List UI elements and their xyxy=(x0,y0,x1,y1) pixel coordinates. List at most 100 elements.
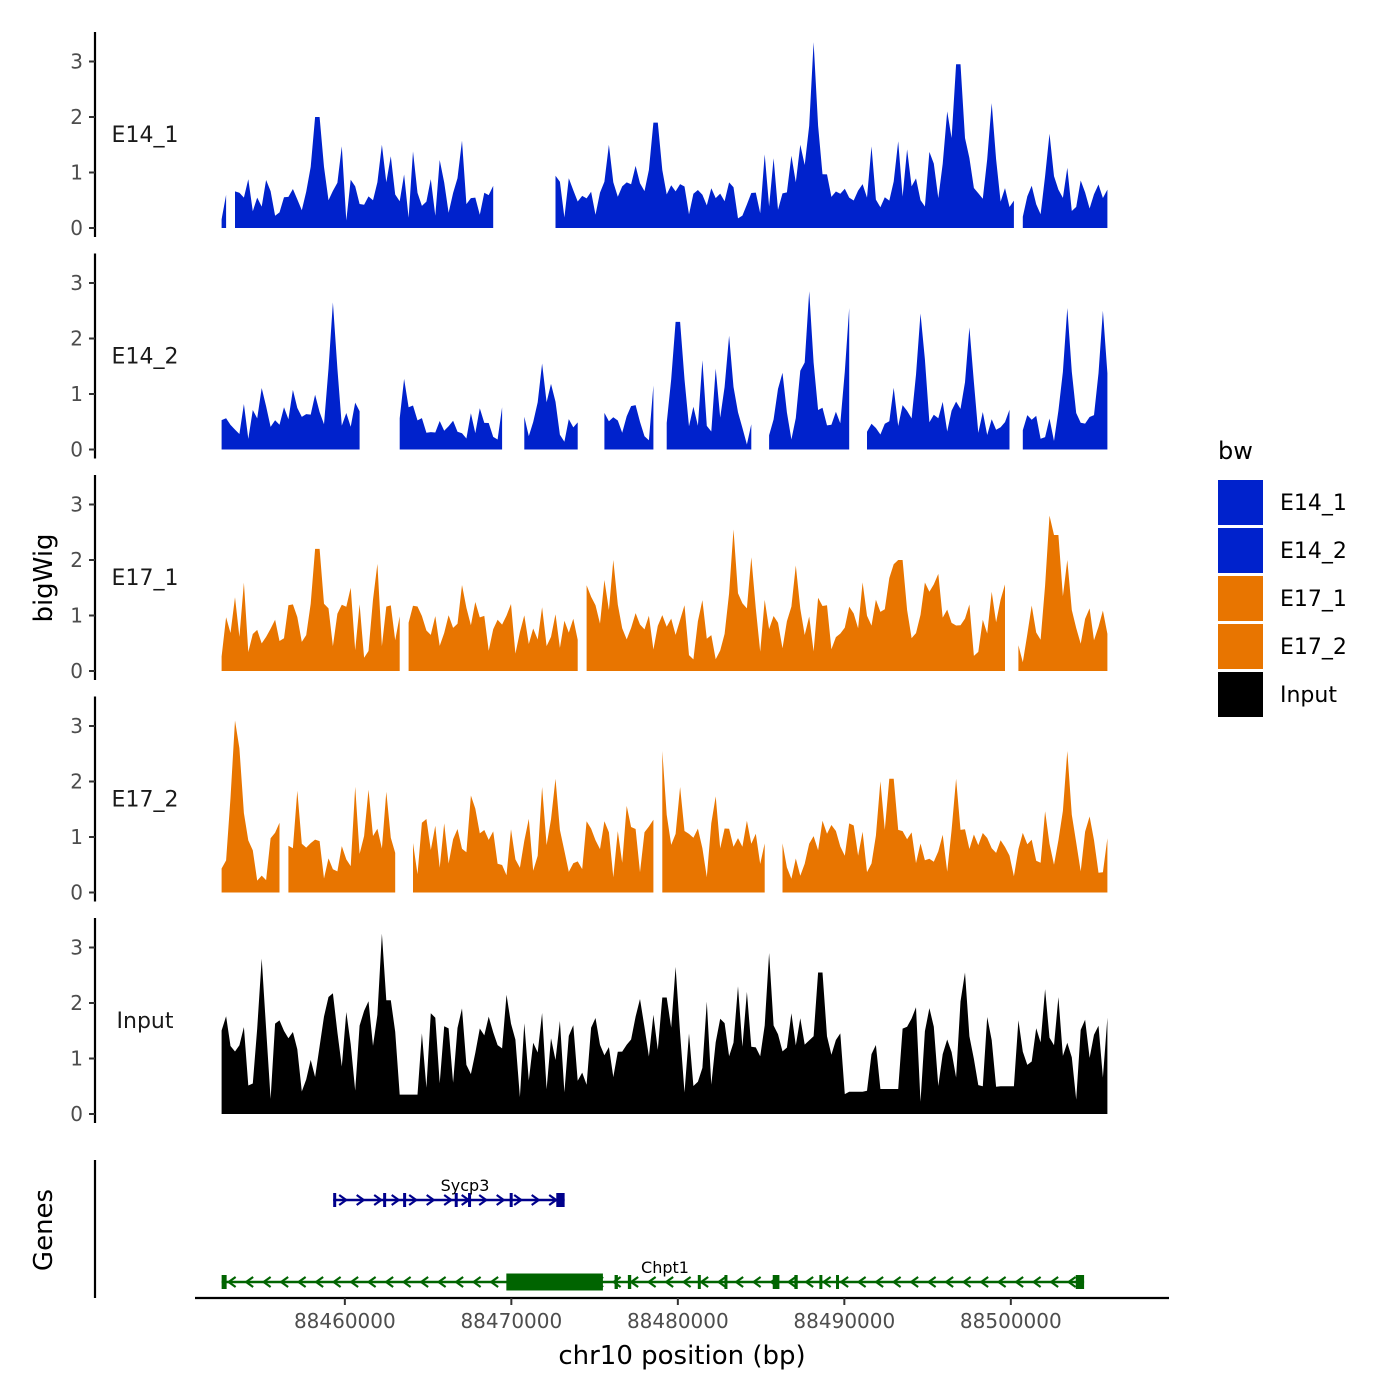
strand-arrow-icon xyxy=(261,1276,272,1288)
strand-arrow-icon xyxy=(664,1276,674,1288)
strand-arrow-icon xyxy=(314,1276,324,1288)
coverage-area-e14-1 xyxy=(221,194,227,228)
y-tick-label: 1 xyxy=(70,161,83,185)
coverage-area-e14-2 xyxy=(666,321,752,450)
strand-arrow-icon xyxy=(513,1194,524,1206)
strand-arrow-icon xyxy=(926,1276,937,1288)
strand-arrow-icon xyxy=(426,1194,436,1206)
strand-arrow-icon xyxy=(349,1276,359,1288)
gene-exon xyxy=(836,1275,840,1289)
x-tick-label: 88470000 xyxy=(460,1309,562,1333)
coverage-area-e17-1 xyxy=(586,529,1005,671)
legend-label: E14_1 xyxy=(1280,491,1347,516)
legend-swatch xyxy=(1218,576,1263,621)
coverage-area-e14-1 xyxy=(235,117,494,228)
gene-exon xyxy=(697,1275,701,1289)
legend-label: E14_2 xyxy=(1280,539,1347,564)
y-tick-label: 0 xyxy=(70,659,83,683)
gene-exon xyxy=(333,1193,337,1207)
strand-arrow-icon xyxy=(1066,1276,1077,1288)
x-tick-label: 88460000 xyxy=(294,1309,396,1333)
strand-arrow-icon xyxy=(874,1276,884,1288)
y-axis-title: bigWig xyxy=(29,533,59,622)
x-axis-title: chr10 position (bp) xyxy=(558,1341,805,1371)
strand-arrow-icon xyxy=(786,1276,797,1288)
gene-exon xyxy=(556,1193,565,1207)
strand-arrow-icon xyxy=(478,1194,489,1206)
y-tick-label: 3 xyxy=(70,50,83,74)
strand-arrow-icon xyxy=(443,1194,454,1206)
coverage-area-e14-2 xyxy=(604,385,654,450)
strand-arrow-icon xyxy=(699,1276,709,1288)
gene-track: Sycp3 Chpt1 xyxy=(93,1160,1085,1298)
y-tick-label: 1 xyxy=(70,382,83,406)
strand-arrow-icon xyxy=(338,1194,349,1206)
strand-arrow-icon xyxy=(454,1276,464,1288)
strand-arrow-icon xyxy=(419,1276,429,1288)
coverage-area-e14-2 xyxy=(524,363,578,450)
strand-arrow-icon xyxy=(1049,1276,1059,1288)
strand-arrow-icon xyxy=(996,1276,1007,1288)
y-tick-label: 3 xyxy=(70,493,83,517)
track-label: E14_2 xyxy=(112,345,179,370)
strand-arrow-icon xyxy=(226,1276,237,1288)
gene-exon xyxy=(794,1275,798,1289)
strand-arrow-icon xyxy=(401,1276,412,1288)
track-label: E17_1 xyxy=(112,566,179,591)
track-e17-1: 0 1 2 3 E17_1 xyxy=(70,475,1108,683)
strand-arrow-icon xyxy=(331,1276,342,1288)
strand-arrow-icon xyxy=(1014,1276,1024,1288)
strand-arrow-icon xyxy=(961,1276,972,1288)
track-label: E17_2 xyxy=(112,788,179,813)
strand-arrow-icon xyxy=(391,1194,401,1206)
coverage-area-e17-2 xyxy=(782,751,1108,893)
y-tick-label: 0 xyxy=(70,1102,83,1126)
gene-exon xyxy=(506,1273,603,1291)
strand-arrow-icon xyxy=(548,1194,559,1206)
x-axis: 88460000 88470000 88480000 88490000 88500000 xyxy=(195,1296,1169,1333)
coverage-area-e17-2 xyxy=(221,720,280,893)
gene-exon xyxy=(454,1193,458,1207)
strand-arrow-icon xyxy=(839,1276,849,1288)
strand-arrow-icon xyxy=(979,1276,989,1288)
x-tick-label: 88490000 xyxy=(793,1309,895,1333)
strand-arrow-icon xyxy=(681,1276,692,1288)
coverage-area-e17-2 xyxy=(413,778,654,893)
coverage-area-e17-2 xyxy=(288,786,396,893)
track-label: Input xyxy=(117,1009,174,1034)
y-tick-label: 0 xyxy=(70,881,83,905)
gene-exon xyxy=(383,1193,387,1207)
gene-exon xyxy=(614,1275,618,1289)
gene-exon xyxy=(1075,1275,1085,1289)
track-e17-2: 0 1 2 3 E17_2 xyxy=(70,696,1108,905)
strand-arrow-icon xyxy=(611,1276,622,1288)
coverage-area-e14-2 xyxy=(221,302,360,450)
y-tick-label: 1 xyxy=(70,825,83,849)
gene-exon xyxy=(724,1275,728,1289)
strand-arrow-icon xyxy=(716,1276,727,1288)
strand-arrow-icon xyxy=(436,1276,447,1288)
gene-exon xyxy=(509,1193,513,1207)
strand-arrow-icon xyxy=(751,1276,762,1288)
gene-exon xyxy=(772,1275,780,1289)
x-tick-label: 88480000 xyxy=(627,1309,729,1333)
strand-arrow-icon xyxy=(244,1276,254,1288)
coverage-area-e14-1 xyxy=(1022,133,1108,228)
gene-exon xyxy=(819,1275,823,1289)
strand-arrow-icon xyxy=(821,1276,832,1288)
y-tick-label: 2 xyxy=(70,105,83,129)
y-tick-label: 3 xyxy=(70,936,83,960)
strand-arrow-icon xyxy=(373,1194,384,1206)
y-tick-label: 2 xyxy=(70,770,83,794)
genes-axis-title: Genes xyxy=(29,1189,59,1271)
coverage-area-e17-1 xyxy=(408,585,578,671)
coverage-area-e14-1 xyxy=(555,42,1014,228)
legend-swatch xyxy=(1218,672,1263,717)
legend-swatch xyxy=(1218,624,1263,669)
coverage-area-e14-2 xyxy=(867,313,1010,450)
strand-arrow-icon xyxy=(489,1276,499,1288)
coverage-area-e17-1 xyxy=(221,548,400,671)
strand-arrow-icon xyxy=(366,1276,377,1288)
strand-arrow-icon xyxy=(944,1276,954,1288)
